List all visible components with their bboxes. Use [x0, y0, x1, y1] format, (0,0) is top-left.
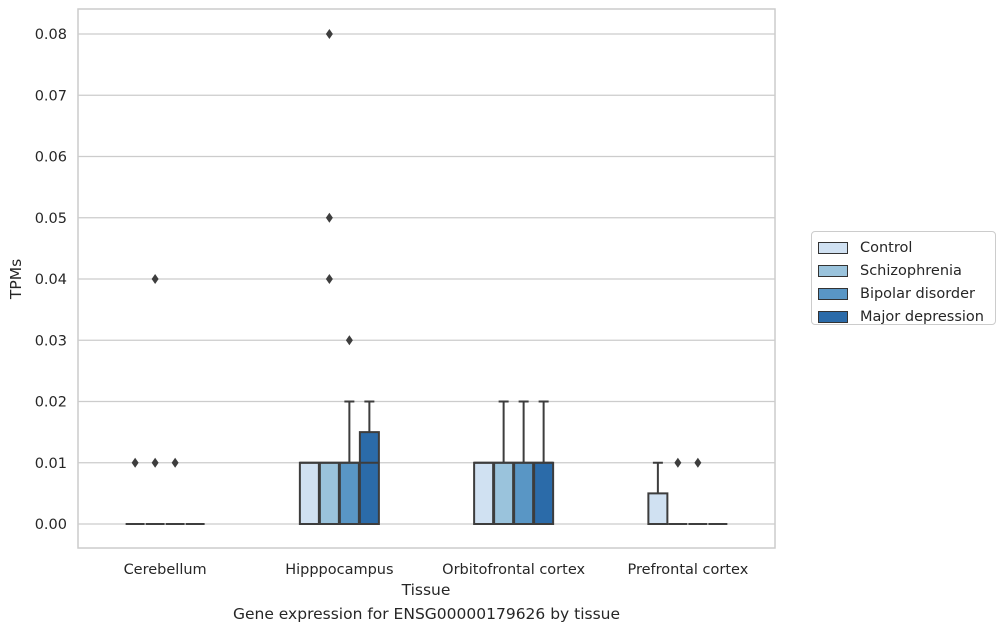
y-tick-label: 0.04 [35, 272, 67, 288]
box [318, 461, 340, 525]
y-tick-label: 0.02 [35, 395, 67, 411]
legend-swatch [818, 264, 848, 277]
outlier-point [325, 274, 333, 284]
legend-label: Major depression [860, 308, 984, 325]
box-group [647, 461, 669, 525]
legend-label: Control [860, 239, 913, 256]
legend-item: Control [818, 236, 989, 259]
x-tick-label: Hipppocampus [285, 562, 393, 578]
legend-item: Bipolar disorder [818, 282, 989, 305]
legend-label: Bipolar disorder [860, 285, 975, 302]
legend: Control Schizophrenia Bipolar disorder Majo… [811, 231, 996, 325]
box [647, 492, 669, 525]
grid-lines [78, 33, 775, 525]
legend-swatch [818, 241, 848, 254]
legend-item: Schizophrenia [818, 259, 989, 282]
outlier-point [694, 457, 702, 468]
box [493, 461, 515, 525]
box [513, 461, 535, 525]
legend-swatch [818, 310, 848, 323]
box-group [125, 457, 145, 525]
x-axis-label: Tissue [401, 581, 451, 599]
box-group [298, 461, 320, 525]
box-plot-marks [125, 29, 728, 525]
x-tick-label: Cerebellum [124, 562, 207, 578]
y-tick-label: 0.01 [35, 456, 67, 472]
y-tick-label: 0.08 [35, 27, 67, 43]
outlier-point [131, 457, 139, 468]
box [298, 461, 320, 525]
box [358, 431, 380, 525]
box [533, 461, 555, 525]
x-tick-label: Prefrontal cortex [627, 562, 748, 578]
box-group [688, 457, 708, 525]
box-group [358, 400, 380, 525]
outlier-point [151, 457, 159, 468]
box-group [668, 457, 688, 525]
outlier-point [674, 457, 682, 468]
box-group [513, 400, 535, 525]
box-group [338, 335, 360, 525]
x-tick-label: Orbitofrontal cortex [442, 562, 585, 578]
y-tick-label: 0.07 [35, 88, 67, 104]
x-tick-labels: Cerebellum Hipppocampus Orbitofrontal cort… [124, 562, 749, 578]
y-tick-label: 0.00 [35, 517, 67, 533]
box [473, 461, 495, 525]
legend-swatch [818, 287, 848, 300]
legend-item: Major depression [818, 305, 989, 328]
y-tick-labels: 0.00 0.01 0.02 0.03 0.04 0.05 0.06 0.07 0.08 [35, 27, 67, 533]
chart-caption: Gene expression for ENSG00000179626 by t… [232, 605, 621, 623]
box-group [533, 400, 555, 525]
legend-label: Schizophrenia [860, 262, 962, 279]
box-group [165, 457, 185, 525]
y-tick-label: 0.03 [35, 333, 67, 349]
y-axis-label: TPMs [7, 259, 25, 300]
outlier-point [325, 29, 333, 39]
outlier-point [171, 457, 179, 468]
plot-frame [77, 8, 776, 549]
box-group [145, 274, 165, 525]
outlier-point [325, 212, 333, 223]
outlier-point [151, 274, 159, 284]
box-group [493, 400, 515, 525]
box [338, 461, 360, 525]
box-group [473, 461, 495, 525]
outlier-point [345, 335, 353, 346]
box-group [318, 29, 340, 525]
y-tick-label: 0.06 [35, 150, 67, 166]
y-tick-label: 0.05 [35, 211, 67, 227]
